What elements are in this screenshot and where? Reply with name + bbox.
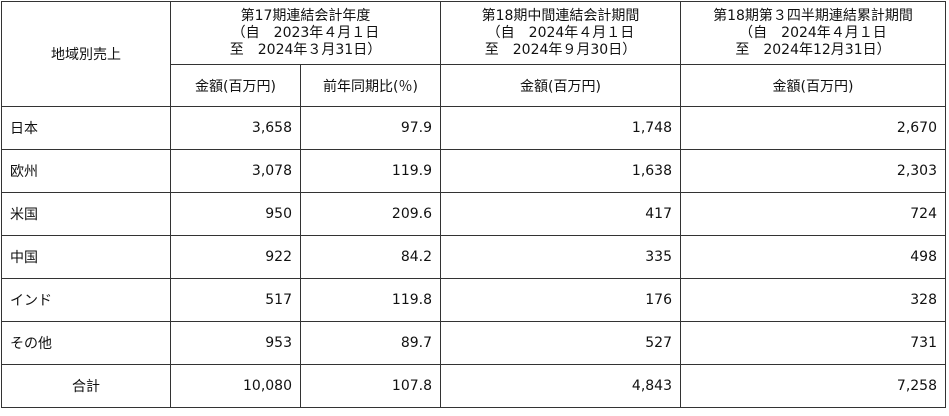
cell-value: 953	[170, 321, 301, 365]
cell-value: 107.8	[300, 364, 441, 408]
table-body: 地域別売上 第17期連結会計年度 （自 2023年４月１日至 2024年３月31日…	[1, 1, 946, 408]
row-label: 合計	[1, 364, 171, 408]
row-label: 日本	[1, 106, 171, 150]
sales-table: 地域別売上 第17期連結会計年度 （自 2023年４月１日至 2024年３月31日…	[1, 1, 946, 408]
header-row: 地域別売上 第17期連結会計年度 （自 2023年４月１日至 2024年３月31日…	[1, 1, 946, 107]
cell-value: 498	[680, 235, 946, 279]
cell-value: 1,638	[440, 149, 681, 193]
cell-value: 3,078	[170, 149, 301, 193]
period-from: （自 2023年４月１日	[231, 24, 380, 41]
period-from: （自 2024年４月１日	[739, 24, 887, 41]
row-label: 欧州	[1, 149, 171, 193]
row-label: インド	[1, 278, 171, 322]
cell-value: 2,303	[680, 149, 946, 193]
row-label: 中国	[1, 235, 171, 279]
data-row: インド 517 119.8 176 328	[1, 278, 946, 322]
cell-value: 527	[440, 321, 681, 365]
period-title: 第17期連結会計年度	[240, 7, 371, 24]
subheader: 前年同期比(％)	[300, 64, 441, 107]
cell-value: 97.9	[300, 106, 441, 150]
period-from: （自 2024年４月１日	[486, 24, 635, 41]
row-label: 米国	[1, 192, 171, 236]
row-label: その他	[1, 321, 171, 365]
period-to: 至 2024年３月31日）	[229, 41, 382, 58]
cell-value: 119.9	[300, 149, 441, 193]
cell-value: 7,258	[680, 364, 946, 408]
cell-value: 417	[440, 192, 681, 236]
cell-value: 1,748	[440, 106, 681, 150]
cell-value: 119.8	[300, 278, 441, 322]
period-header: 第18期第３四半期連結累計期間 （自 2024年４月１日至 2024年12月31日…	[680, 1, 946, 65]
cell-value: 922	[170, 235, 301, 279]
period-title: 第18期第３四半期連結累計期間	[713, 7, 913, 24]
data-row: 合計 10,080 107.8 4,843 7,258	[1, 364, 946, 408]
cell-value: 176	[440, 278, 681, 322]
subheader: 金額(百万円)	[680, 64, 946, 107]
period-title: 第18期中間連結会計期間	[481, 7, 640, 24]
subheader: 金額(百万円)	[440, 64, 681, 107]
period-header: 第18期中間連結会計期間 （自 2024年４月１日至 2024年９月30日）	[440, 1, 681, 65]
cell-value: 2,670	[680, 106, 946, 150]
data-row: その他 953 89.7 527 731	[1, 321, 946, 365]
data-row: 米国 950 209.6 417 724	[1, 192, 946, 236]
cell-value: 950	[170, 192, 301, 236]
period-to: 至 2024年９月30日）	[484, 41, 637, 58]
cell-value: 209.6	[300, 192, 441, 236]
data-row: 中国 922 84.2 335 498	[1, 235, 946, 279]
subheader: 金額(百万円)	[170, 64, 301, 107]
subheader-row: 金額(百万円) 前年同期比(％) 金額(百万円) 金額(百万円)	[2, 64, 946, 107]
data-row: 欧州 3,078 119.9 1,638 2,303	[1, 149, 946, 193]
period-to: 至 2024年12月31日）	[735, 41, 891, 58]
period-header: 第17期連結会計年度 （自 2023年４月１日至 2024年３月31日）	[170, 1, 441, 65]
cell-value: 10,080	[170, 364, 301, 408]
cell-value: 328	[680, 278, 946, 322]
cell-value: 4,843	[440, 364, 681, 408]
data-row: 日本 3,658 97.9 1,748 2,670	[1, 106, 946, 150]
cell-value: 84.2	[300, 235, 441, 279]
cell-value: 517	[170, 278, 301, 322]
region-header: 地域別売上	[1, 1, 171, 107]
cell-value: 3,658	[170, 106, 301, 150]
cell-value: 724	[680, 192, 946, 236]
cell-value: 335	[440, 235, 681, 279]
cell-value: 89.7	[300, 321, 441, 365]
cell-value: 731	[680, 321, 946, 365]
